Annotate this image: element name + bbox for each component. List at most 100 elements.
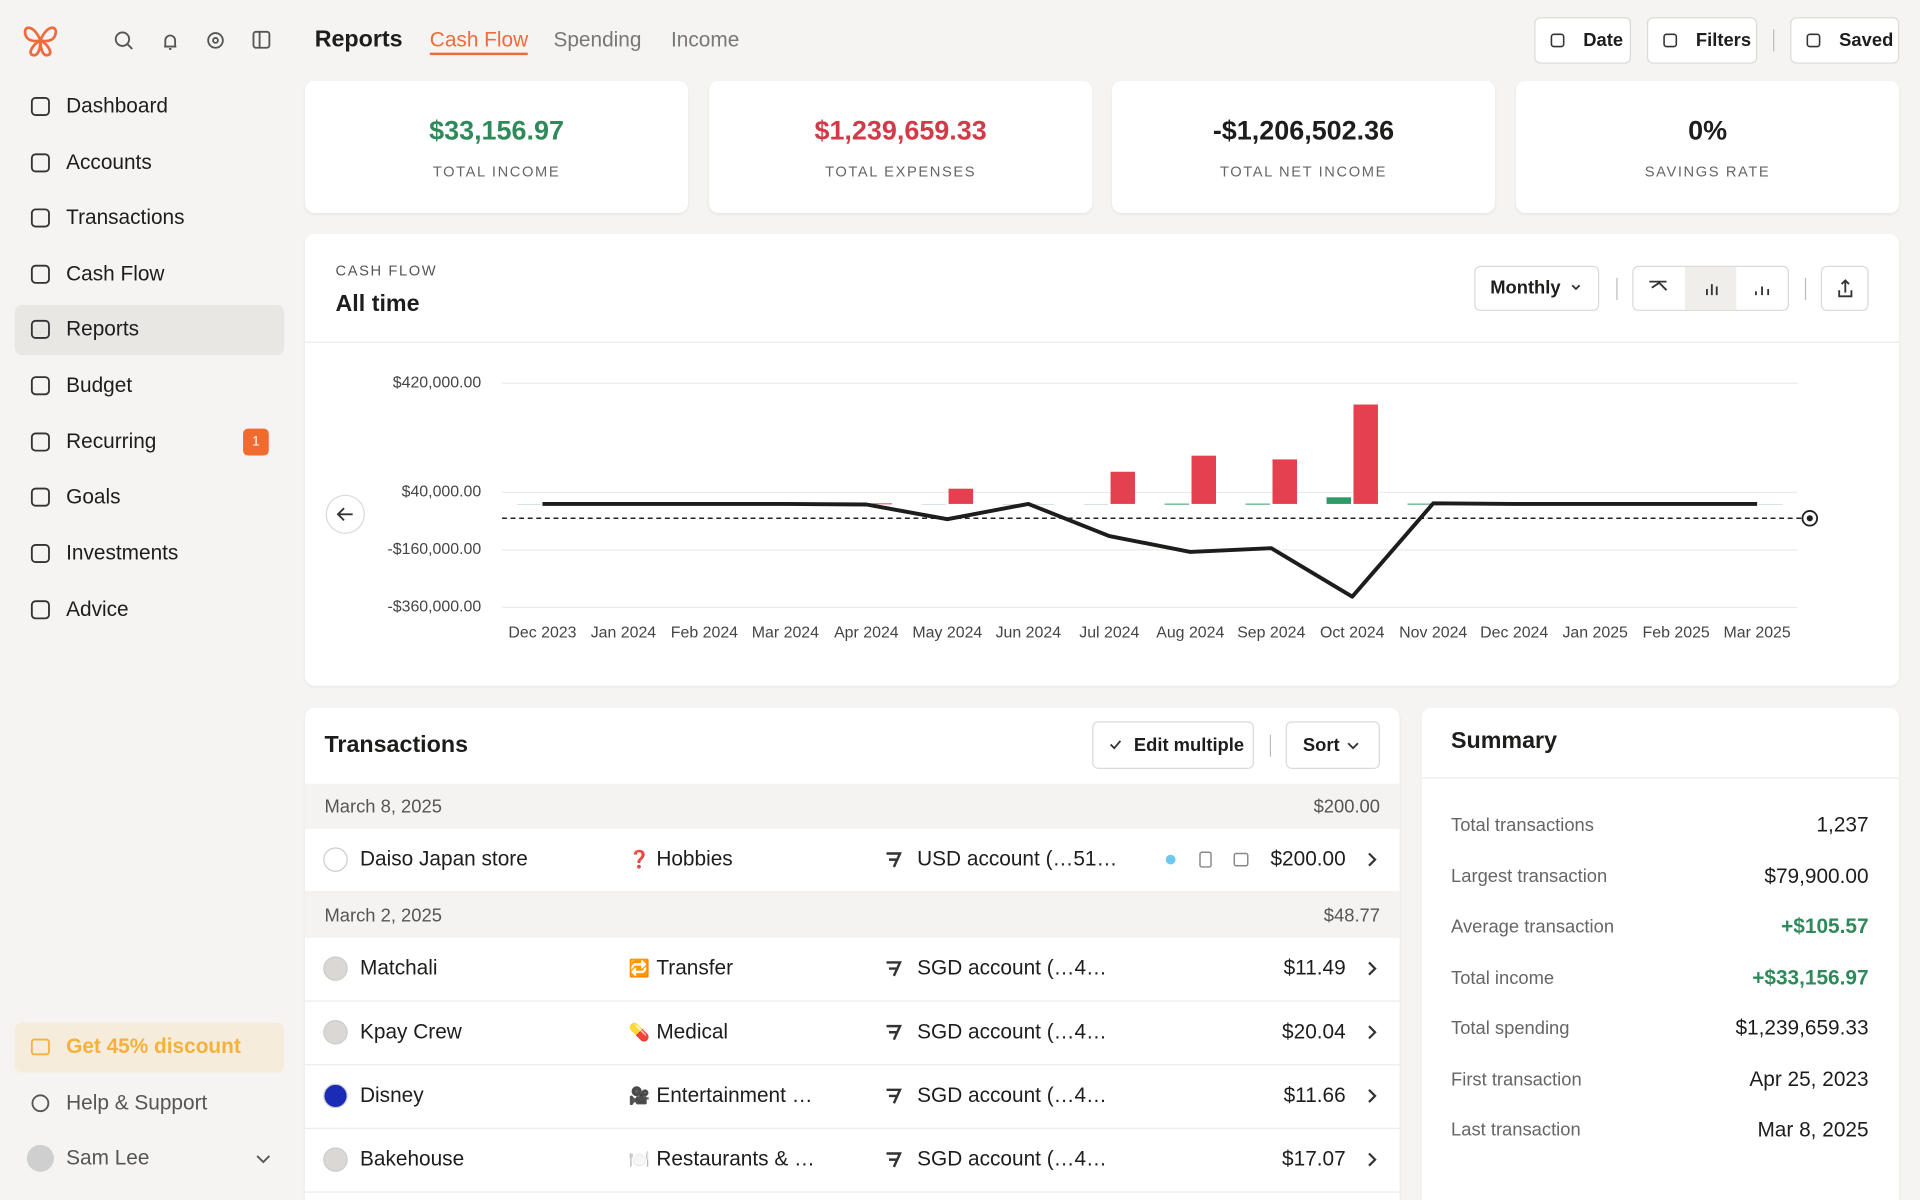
nav-item[interactable]: Cash Flow xyxy=(66,262,165,286)
account: SGD account (…4… xyxy=(917,1083,1107,1107)
category: Transfer xyxy=(656,956,734,980)
separator xyxy=(1421,777,1900,779)
promo-link[interactable]: Get 45% discount xyxy=(66,1034,241,1058)
stat-card xyxy=(1111,80,1496,214)
nav-item[interactable]: Transactions xyxy=(66,205,185,229)
view-active xyxy=(1684,266,1737,310)
icon xyxy=(256,1155,271,1164)
summary-label: Total transactions xyxy=(1451,814,1594,836)
transaction-row[interactable] xyxy=(304,1002,1400,1066)
icon xyxy=(30,153,50,173)
export-button[interactable] xyxy=(1820,265,1869,312)
nav-item[interactable]: Advice xyxy=(66,597,129,621)
icon xyxy=(30,543,50,563)
category: Entertainment … xyxy=(656,1083,813,1107)
stat-card xyxy=(708,80,1093,214)
account: USD account (…51… xyxy=(917,847,1118,871)
period-label: Monthly xyxy=(1490,277,1561,299)
summary-value: Mar 8, 2025 xyxy=(1757,1117,1869,1142)
account: SGD account (…4… xyxy=(917,956,1107,980)
tab[interactable]: Spending xyxy=(553,28,642,52)
transaction-row[interactable] xyxy=(304,829,1400,893)
icon xyxy=(30,376,50,396)
user-name[interactable]: Sam Lee xyxy=(66,1146,150,1170)
promo-bg xyxy=(14,1022,285,1073)
amount: $11.66 xyxy=(1283,1083,1346,1107)
summary-title: Summary xyxy=(1451,728,1558,755)
tab-underline xyxy=(429,52,528,56)
separator xyxy=(304,341,1900,343)
group-date: March 8, 2025 xyxy=(324,795,442,817)
stat-label: TOTAL NET INCOME xyxy=(1219,162,1387,180)
category-icon: 💊 xyxy=(628,1021,650,1042)
category: Hobbies xyxy=(656,847,733,871)
nav-badge: 1 xyxy=(243,428,269,456)
merchant: Matchali xyxy=(360,956,438,980)
divider xyxy=(1269,734,1272,757)
category-icon: 🎥 xyxy=(628,1085,650,1106)
tab[interactable]: Cash Flow xyxy=(429,28,529,52)
logo xyxy=(23,26,58,57)
stat-label: TOTAL EXPENSES xyxy=(825,162,977,180)
category-icon: 🔁 xyxy=(628,958,650,978)
summary-value: 1,237 xyxy=(1816,813,1869,837)
merchant: Kpay Crew xyxy=(360,1020,462,1044)
chart-eyebrow: CASH FLOW xyxy=(335,262,438,280)
nav-item[interactable]: Goals xyxy=(66,484,121,509)
group-total: $48.77 xyxy=(1323,904,1380,926)
summary-label: Largest transaction xyxy=(1451,865,1608,887)
summary-value: +$33,156.97 xyxy=(1752,965,1869,989)
summary-value: +$105.57 xyxy=(1781,914,1869,938)
nav-item[interactable]: Budget xyxy=(66,373,133,397)
merchant: Daiso Japan store xyxy=(360,847,528,871)
amount: $20.04 xyxy=(1282,1020,1346,1044)
summary-label: Total spending xyxy=(1451,1018,1570,1039)
stat-value: 0% xyxy=(1688,115,1728,146)
nav-item[interactable]: Accounts xyxy=(66,150,152,174)
divider xyxy=(1804,277,1807,300)
icon xyxy=(30,487,50,507)
summary-card xyxy=(1421,707,1900,1200)
summary-value: $1,239,659.33 xyxy=(1735,1016,1869,1040)
chart-title: All time xyxy=(335,291,420,318)
summary-label: Average transaction xyxy=(1451,916,1615,938)
header-button[interactable] xyxy=(1534,17,1632,64)
transaction-row[interactable] xyxy=(304,938,1400,1002)
icon xyxy=(30,208,50,228)
transaction-row[interactable] xyxy=(304,1129,1400,1193)
nav-item[interactable]: Dashboard xyxy=(66,94,168,118)
nav-item[interactable]: Reports xyxy=(66,317,140,341)
icon xyxy=(31,1094,50,1113)
account: SGD account (…4… xyxy=(917,1147,1107,1171)
group-header xyxy=(304,783,1400,829)
sort-button[interactable] xyxy=(1285,721,1380,769)
help-link[interactable]: Help & Support xyxy=(66,1091,208,1115)
category-icon: 🍽️ xyxy=(628,1149,650,1169)
nav-active-bg xyxy=(14,304,285,356)
category: Restaurants & … xyxy=(656,1147,815,1171)
transaction-row[interactable] xyxy=(304,1065,1400,1129)
stat-label: SAVINGS RATE xyxy=(1644,162,1771,180)
stat-card xyxy=(1515,80,1900,214)
nav-item[interactable]: Investments xyxy=(66,541,179,565)
icon xyxy=(26,1144,54,1172)
merchant: Disney xyxy=(360,1083,424,1107)
category: Medical xyxy=(656,1020,729,1044)
stat-value: -$1,206,502.36 xyxy=(1212,115,1395,146)
edit-multiple-label: Edit multiple xyxy=(1133,735,1245,757)
header-button-label: Date xyxy=(1583,30,1624,51)
icon xyxy=(30,600,50,620)
icon xyxy=(30,97,50,117)
group-date: March 2, 2025 xyxy=(324,904,442,926)
category-icon: ❓ xyxy=(628,849,650,869)
group-header xyxy=(304,892,1400,938)
header-button-label: Filters xyxy=(1695,30,1752,51)
account: SGD account (…4… xyxy=(917,1020,1107,1044)
nav-item[interactable]: Recurring xyxy=(66,429,157,454)
summary-value: $79,900.00 xyxy=(1764,863,1869,888)
tab[interactable]: Income xyxy=(671,28,740,52)
header-button-label: Saved xyxy=(1839,30,1894,51)
chart-back-button[interactable] xyxy=(325,494,365,534)
amount: $17.07 xyxy=(1282,1147,1346,1171)
